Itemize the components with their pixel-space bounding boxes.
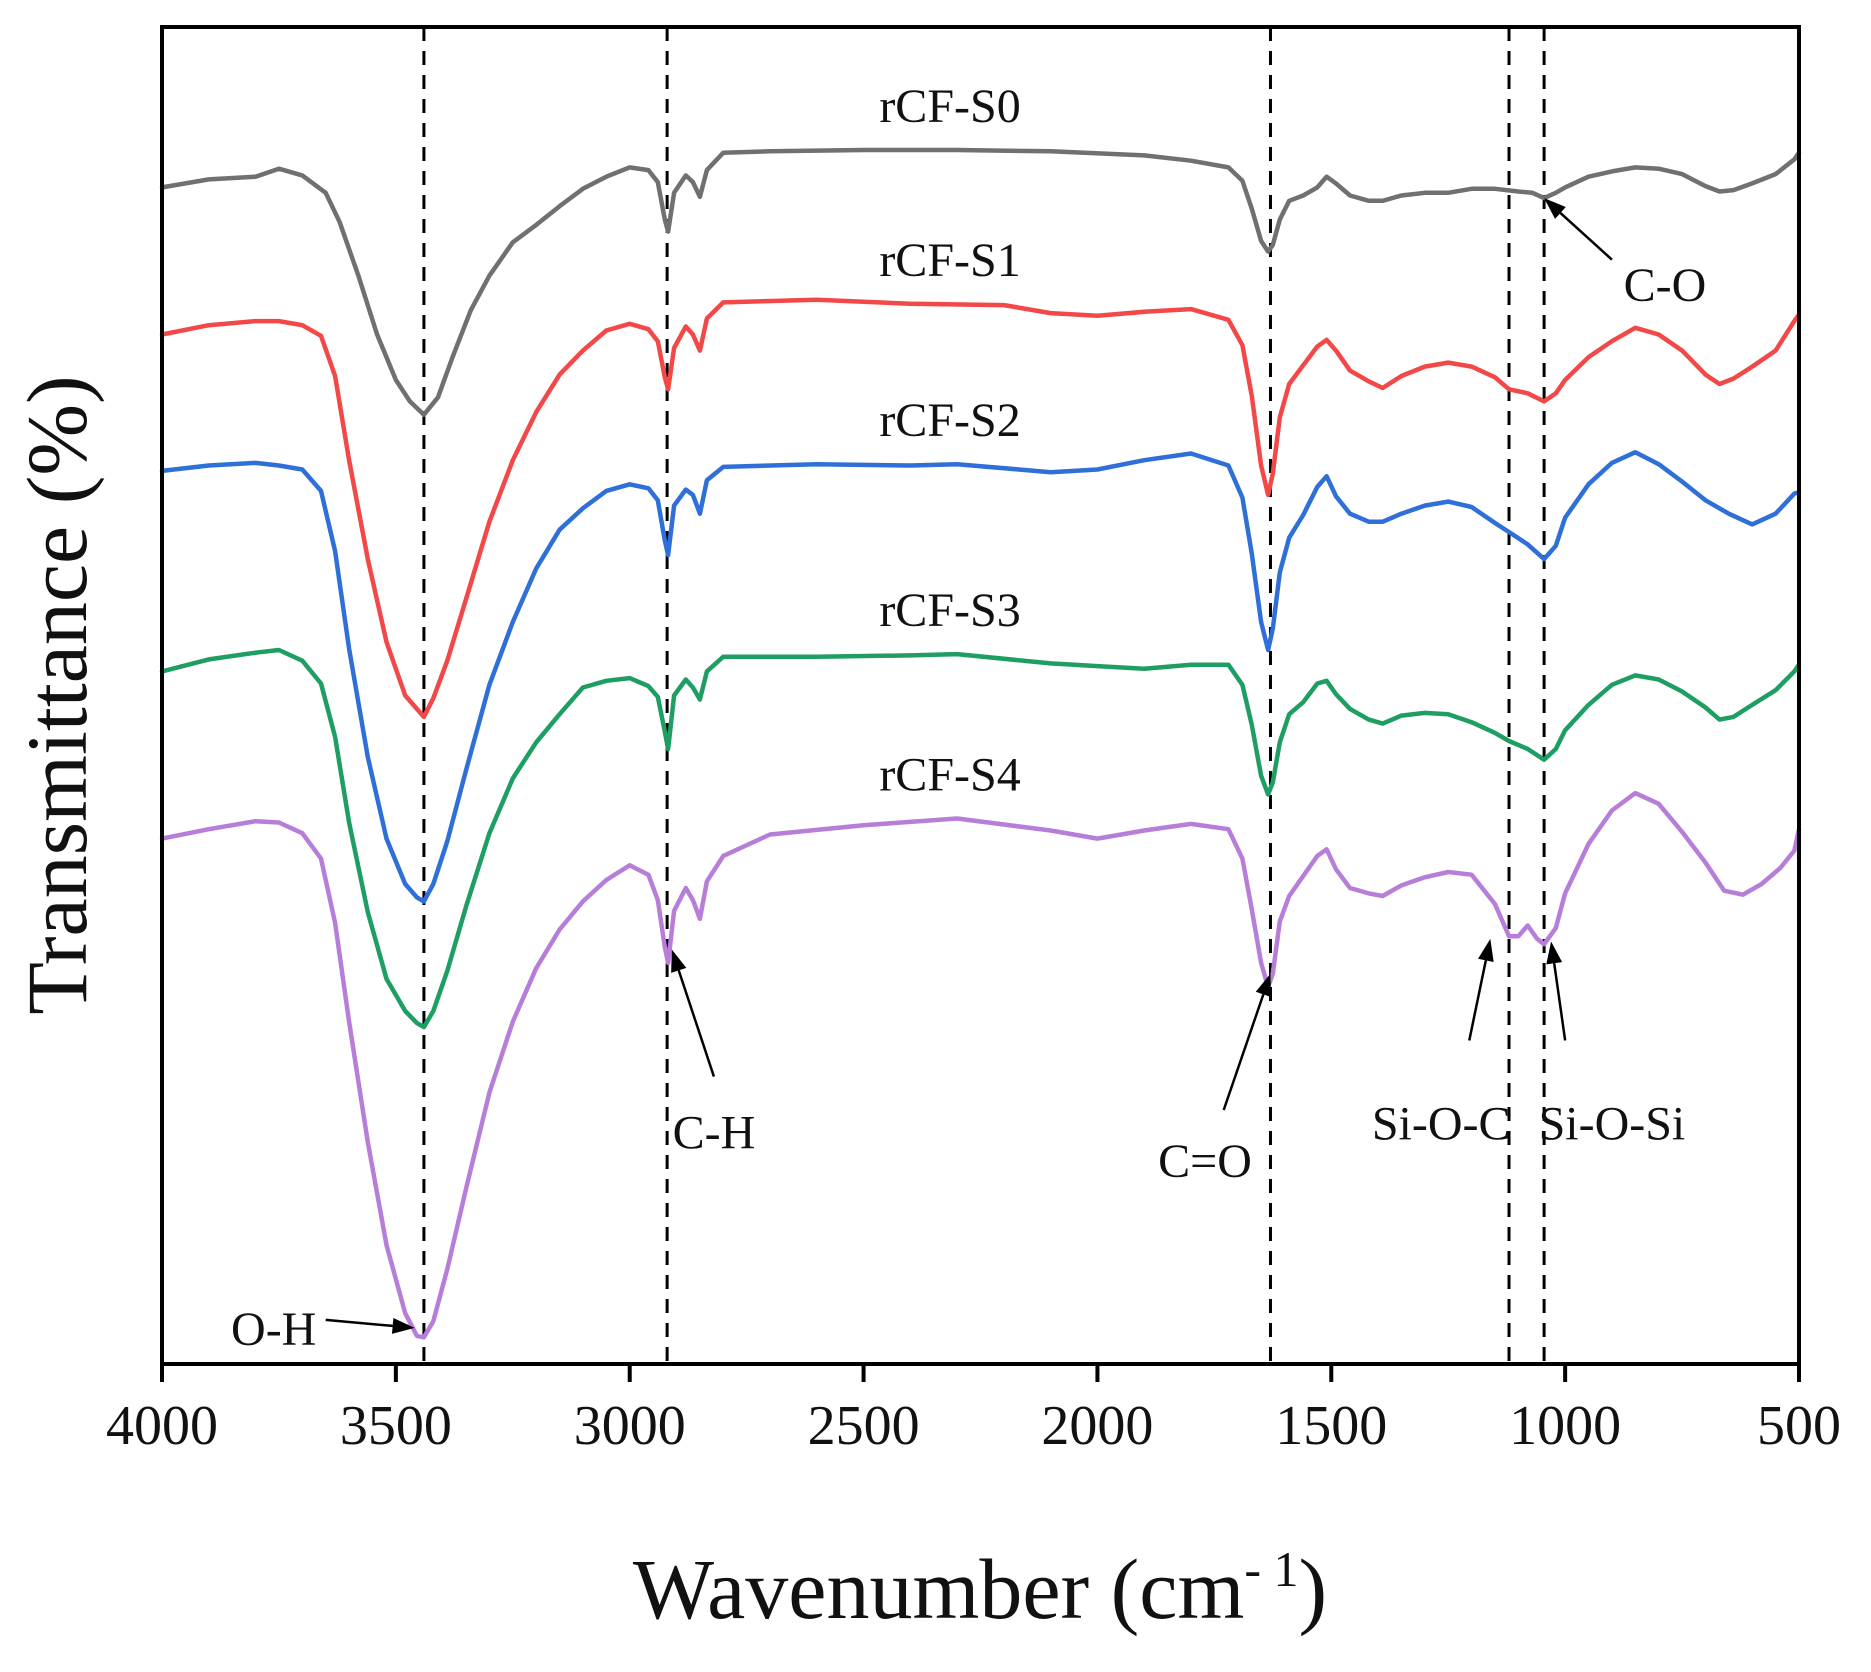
series-label-rcf-s4: rCF-S4 bbox=[879, 749, 1020, 802]
arrow-c-h bbox=[677, 970, 716, 1077]
reference-lines bbox=[422, 27, 1546, 1364]
x-tick-label-2500: 2500 bbox=[808, 1395, 920, 1457]
series-label-rcf-s2: rCF-S2 bbox=[879, 394, 1020, 447]
x-tick-label-1000: 1000 bbox=[1509, 1395, 1621, 1457]
x-tick-label-3500: 3500 bbox=[340, 1395, 452, 1457]
series-label-rcf-s0: rCF-S0 bbox=[879, 80, 1020, 133]
x-axis-title-main: Wavenumber (cm bbox=[633, 1541, 1245, 1637]
series-line-rcf-s3 bbox=[159, 647, 1802, 1030]
series-label-rcf-s1: rCF-S1 bbox=[879, 234, 1020, 287]
series-line-rcf-s2 bbox=[159, 449, 1802, 904]
y-axis-title: Transmittance (%) bbox=[9, 375, 105, 1014]
arrow-si-o-si bbox=[1552, 963, 1567, 1041]
annotation-c-o: C-O bbox=[1624, 259, 1707, 312]
arrowhead-c-o bbox=[1544, 198, 1566, 219]
arrow-c-o bbox=[1222, 994, 1265, 1111]
x-axis-title: Wavenumber (cm- 1) bbox=[633, 1541, 1327, 1637]
annotation-si-o-si: Si-O-Si bbox=[1539, 1097, 1686, 1150]
arrowhead-si-o-c bbox=[1478, 938, 1494, 962]
arrowhead-si-o-si bbox=[1546, 941, 1563, 965]
x-axis-title-close: ) bbox=[1299, 1541, 1328, 1637]
x-tick-label-500: 500 bbox=[1757, 1395, 1841, 1457]
x-tick-label-4000: 4000 bbox=[106, 1395, 218, 1457]
annotation-o-h: O-H bbox=[231, 1303, 316, 1356]
arrow-o-h bbox=[325, 1318, 393, 1328]
arrowhead-c-h bbox=[671, 949, 687, 973]
arrow-c-o bbox=[1559, 211, 1613, 261]
x-tick-label-3000: 3000 bbox=[574, 1395, 686, 1457]
x-axis-ticks: 4000 3500 3000 2500 2000 1500 1000 500 bbox=[106, 1364, 1841, 1457]
plot-frame bbox=[160, 25, 1801, 1366]
series-line-rcf-s4 bbox=[159, 790, 1802, 1340]
annotation-c-h: C-H bbox=[673, 1107, 756, 1160]
annotation-c-o: C=O bbox=[1158, 1135, 1252, 1188]
arrow-si-o-c bbox=[1468, 960, 1488, 1041]
x-tick-label-2000: 2000 bbox=[1041, 1395, 1153, 1457]
arrowhead-c-o bbox=[1255, 973, 1271, 998]
arrowhead-o-h bbox=[391, 1317, 415, 1334]
annotation-si-o-c: Si-O-C bbox=[1372, 1097, 1511, 1150]
series-layer: rCF-S0 rCF-S1 rCF-S2 rCF-S3 rCF-S4 bbox=[159, 80, 1802, 1340]
annotation-layer: C-O C-H C=O Si-O-C Si-O-Si O-H bbox=[231, 198, 1706, 1356]
x-axis-title-sup: - 1 bbox=[1244, 1541, 1298, 1597]
series-line-rcf-s0 bbox=[159, 147, 1802, 417]
series-line-rcf-s1 bbox=[159, 297, 1802, 720]
x-tick-label-1500: 1500 bbox=[1275, 1395, 1387, 1457]
series-label-rcf-s3: rCF-S3 bbox=[879, 584, 1020, 637]
